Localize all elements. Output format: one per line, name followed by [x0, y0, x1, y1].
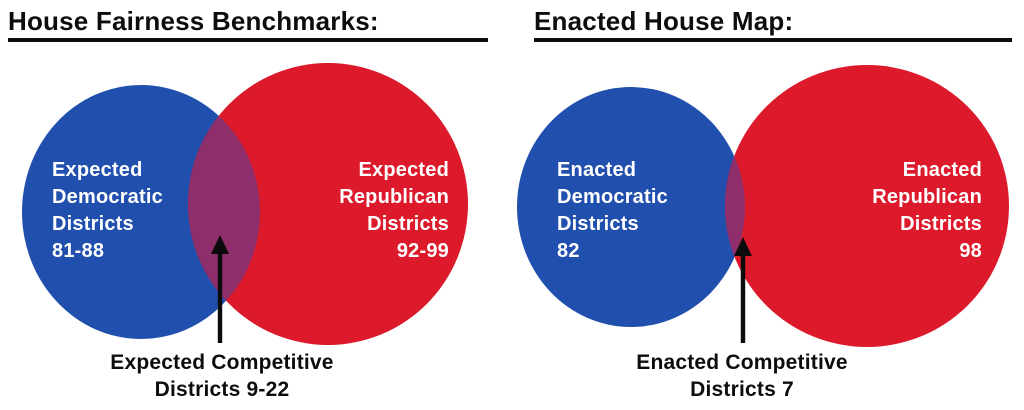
enacted-democratic-value: 82	[557, 240, 580, 262]
enacted-democratic-label-line1: Enacted	[557, 159, 637, 181]
benchmarks-arrow-stem	[217, 252, 223, 343]
enacted-republican-label-line2: Republican	[872, 186, 982, 208]
benchmarks-democratic-label-line3: Districts	[52, 213, 134, 235]
enacted-democratic-label-line3: Districts	[557, 213, 639, 235]
benchmarks-republican-label-line1: Expected	[358, 159, 449, 181]
benchmarks-arrowhead-icon	[211, 235, 229, 254]
benchmarks-competitive-label-line1: Expected Competitive	[110, 351, 334, 374]
benchmarks-democratic-label-line1: Expected	[52, 159, 143, 181]
benchmarks-republican-label-line3: Districts	[367, 213, 449, 235]
benchmarks-republican-label: Expected Republican Districts 92-99	[249, 157, 449, 265]
benchmarks-competitive-label: Expected Competitive Districts 9-22	[72, 349, 372, 403]
benchmarks-democratic-label: Expected Democratic Districts 81-88	[52, 157, 252, 265]
benchmarks-republican-value: 92-99	[396, 240, 449, 262]
enacted-competitive-label: Enacted Competitive Districts 7	[592, 349, 892, 403]
enacted-title: Enacted House Map:	[534, 6, 1012, 42]
enacted-democratic-circle	[517, 87, 745, 327]
benchmarks-competitive-label-line2: Districts 9-22	[154, 378, 290, 401]
enacted-arrow-stem	[740, 254, 746, 343]
enacted-democratic-label: Enacted Democratic Districts 82	[557, 157, 757, 265]
enacted-democratic-label-line2: Democratic	[557, 186, 668, 208]
enacted-republican-label-line1: Enacted	[902, 159, 982, 181]
enacted-arrowhead-icon	[734, 237, 752, 256]
benchmarks-republican-circle	[188, 63, 468, 345]
enacted-competitive-label-line2: Districts 7	[690, 378, 794, 401]
benchmarks-democratic-label-line2: Democratic	[52, 186, 163, 208]
benchmarks-title: House Fairness Benchmarks:	[8, 6, 488, 42]
benchmarks-democratic-value: 81-88	[52, 240, 105, 262]
enacted-republican-circle	[725, 65, 1009, 347]
enacted-republican-label-line3: Districts	[900, 213, 982, 235]
enacted-competitive-label-line1: Enacted Competitive	[636, 351, 848, 374]
benchmarks-republican-label-line2: Republican	[339, 186, 449, 208]
enacted-republican-value: 98	[959, 240, 982, 262]
enacted-republican-label: Enacted Republican Districts 98	[782, 157, 982, 265]
